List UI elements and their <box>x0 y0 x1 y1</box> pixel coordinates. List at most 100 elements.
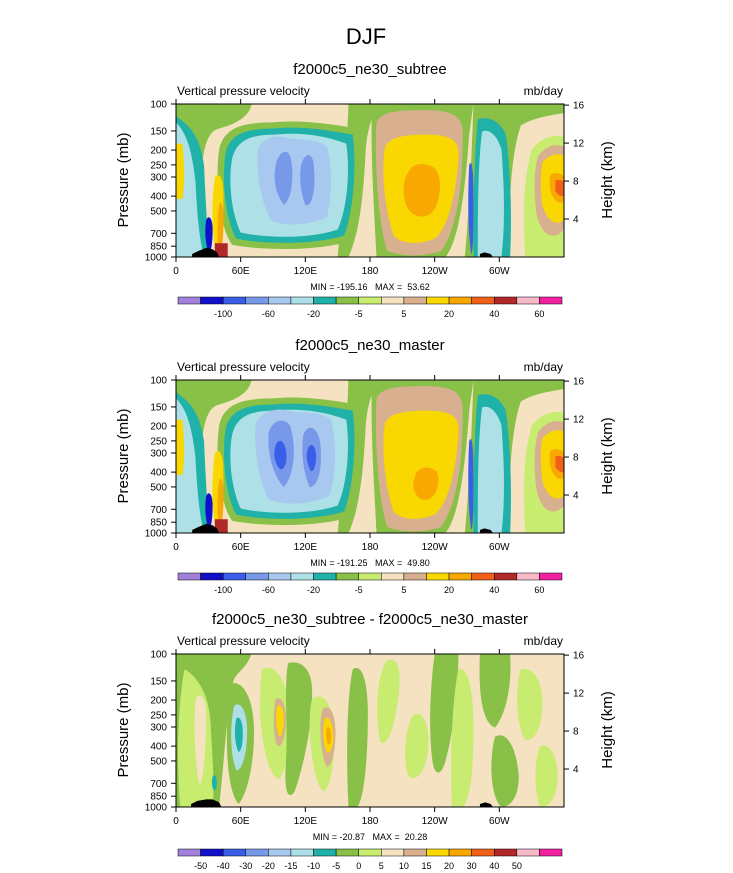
field-region <box>491 735 519 807</box>
colorbar-label: -20 <box>307 585 320 595</box>
x-tick-label: 60E <box>232 266 250 277</box>
colorbar-swatch <box>471 572 495 581</box>
y-tick-label: 250 <box>150 436 167 447</box>
field-region <box>205 493 213 530</box>
field-region <box>255 409 336 504</box>
colorbar-swatch <box>448 296 472 305</box>
y-tick-label: 200 <box>150 422 167 433</box>
colorbar-label: -30 <box>239 861 252 871</box>
topography <box>479 528 493 533</box>
field-region <box>555 455 564 473</box>
panel-title: f2000c5_ne30_subtree <box>293 61 446 78</box>
field-region <box>176 419 185 475</box>
field-region <box>214 519 228 533</box>
field-region <box>347 667 368 807</box>
colorbar-swatch <box>268 296 292 305</box>
colorbar-swatch <box>426 848 450 857</box>
field-region <box>276 705 284 737</box>
colorbar-swatch <box>539 848 563 857</box>
colorbar-swatch <box>403 572 427 581</box>
y-tick-label: 850 <box>150 518 167 529</box>
colorbar-swatch <box>335 296 359 305</box>
colorbar-swatch <box>313 572 337 581</box>
colorbar-swatch <box>516 296 540 305</box>
colorbar-label: 60 <box>534 309 544 319</box>
colorbar-label: 60 <box>534 585 544 595</box>
y-tick-label: 200 <box>150 146 167 157</box>
colorbar-swatch <box>381 572 405 581</box>
colorbar-swatch <box>448 848 472 857</box>
colorbar-swatch <box>268 572 292 581</box>
topography <box>479 802 493 807</box>
height-tick-label: 4 <box>573 765 579 776</box>
height-tick-label: 8 <box>573 453 579 464</box>
colorbar-label: 40 <box>489 861 499 871</box>
colorbar-swatch <box>290 572 314 581</box>
left-string: Vertical pressure velocity <box>177 360 310 374</box>
field-region <box>326 727 332 745</box>
x-tick-label: 60E <box>232 816 250 827</box>
field-region <box>285 662 313 796</box>
height-axis: 4 8 12 16 <box>564 101 585 226</box>
y-axis-label: Pressure (mb) <box>115 682 132 777</box>
topography <box>192 523 220 533</box>
topography <box>479 252 493 257</box>
colorbar-label: 20 <box>444 309 454 319</box>
field-region <box>479 654 511 728</box>
field-region <box>468 439 474 530</box>
height-tick-label: 16 <box>573 101 585 112</box>
colorbar-label: -15 <box>284 861 297 871</box>
field-region <box>194 695 207 786</box>
field-region <box>413 467 439 500</box>
field-region <box>176 122 207 257</box>
y-tick-label: 1000 <box>145 803 168 814</box>
longitude-axis: 0 60E 120E 180 120W 60W <box>173 375 510 553</box>
y-tick-label: 250 <box>150 160 167 171</box>
colorbar-label: 5 <box>401 585 406 595</box>
colorbar-swatch <box>539 572 563 581</box>
colorbar-swatch <box>516 848 540 857</box>
x-tick-label: 0 <box>173 542 179 553</box>
y-tick-label: 1000 <box>145 253 168 264</box>
colorbar-swatch <box>335 848 359 857</box>
colorbar-label: 40 <box>489 585 499 595</box>
y2-axis-label: Height (km) <box>599 691 616 769</box>
y-tick-label: 500 <box>150 206 167 217</box>
topography <box>192 247 220 257</box>
colorbar: -100 -60 -20 -5 5 20 40 60 <box>177 296 563 319</box>
y-tick-label: 850 <box>150 242 167 253</box>
colorbar-swatch <box>335 572 359 581</box>
x-tick-label: 180 <box>362 816 379 827</box>
colorbar-label: 0 <box>356 861 361 871</box>
colorbar-swatch <box>200 848 224 857</box>
y-tick-label: 400 <box>150 192 167 203</box>
field-region <box>217 202 224 251</box>
x-tick-label: 180 <box>362 542 379 553</box>
field-region <box>211 775 217 791</box>
left-string: Vertical pressure velocity <box>177 634 310 648</box>
units-string: mb/day <box>524 84 563 98</box>
colorbar-swatch <box>177 848 201 857</box>
page-title: DJF <box>346 24 386 49</box>
colorbar-swatch <box>471 296 495 305</box>
colorbar-swatch <box>358 848 382 857</box>
y-tick-label: 400 <box>150 468 167 479</box>
y-tick-label: 250 <box>150 710 167 721</box>
field-region <box>257 136 331 225</box>
field-region <box>535 745 558 807</box>
height-axis: 4 8 12 16 <box>564 651 585 776</box>
x-tick-label: 120E <box>294 266 318 277</box>
field-region <box>234 717 243 752</box>
colorbar-swatch <box>448 572 472 581</box>
x-tick-label: 0 <box>173 816 179 827</box>
panel-master: f2000c5_ne30_master Vertical pressure ve… <box>115 337 616 595</box>
colorbar-swatch <box>290 848 314 857</box>
field-region <box>176 143 185 199</box>
colorbar-label: 30 <box>467 861 477 871</box>
colorbar-swatch <box>222 572 247 581</box>
longitude-axis: 0 60E 120E 180 120W 60W <box>173 649 510 827</box>
height-axis: 4 8 12 16 <box>564 377 585 502</box>
min-max-stats: MIN = -195.16 MAX = 53.62 <box>310 282 430 292</box>
colorbar-swatch <box>245 848 269 857</box>
y-tick-label: 700 <box>150 779 167 790</box>
